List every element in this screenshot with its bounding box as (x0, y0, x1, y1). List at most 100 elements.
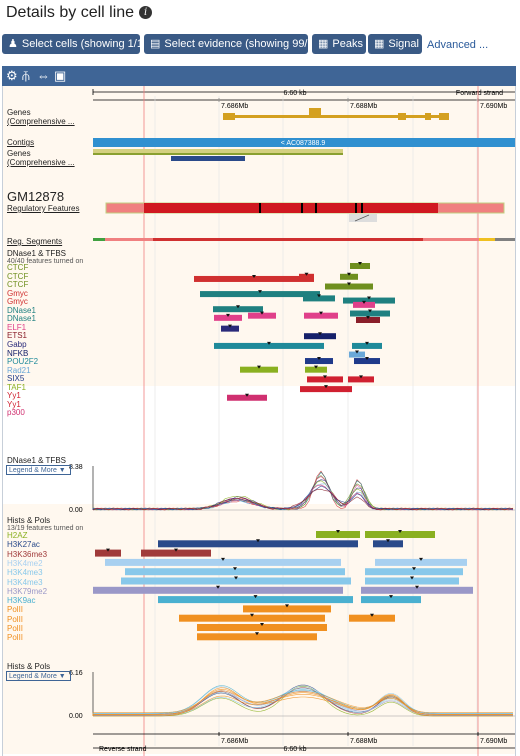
genome-track-canvas[interactable]: 6.60 kb Forward strand 7.686Mb 7.688Mb 7.690… (3, 86, 515, 756)
signal-button[interactable]: ▦ Signal (368, 34, 422, 54)
tfbs-label-elf1: ELF1 (7, 322, 27, 332)
gene-transcript-2 (93, 153, 343, 155)
select-cells-button[interactable]: ♟ Select cells (showing 1/18) (2, 34, 153, 54)
genes-top-label-1: Genes (7, 108, 31, 117)
peaks-icon: ▦ (318, 38, 329, 50)
hist-peak (365, 531, 435, 538)
hist-peak (158, 596, 353, 604)
tfbs-peak (307, 376, 343, 383)
tfbs-peak (353, 301, 375, 308)
dnase-signal-line (92, 475, 514, 511)
hist-label-h3k36me3: H3K36me3 (7, 549, 48, 559)
peak-summit-marker (365, 341, 369, 345)
hist-label-polii: PolII (7, 614, 24, 624)
peak-summit-marker (245, 393, 249, 397)
tfbs-label-taf1: TAF1 (7, 382, 26, 392)
peak-summit-marker (336, 530, 340, 533)
peak-summit-marker (389, 595, 393, 599)
info-icon[interactable]: i (139, 6, 153, 19)
tfbs-peak (350, 263, 370, 269)
hist-peak (349, 614, 395, 622)
hist-peak (197, 624, 327, 631)
hist-peak (121, 577, 351, 585)
tfbs-label-dnase1: DNase1 (7, 305, 36, 315)
hist-label-h3k9ac: H3K9ac (7, 596, 36, 606)
resize-icon[interactable]: ⇔ (37, 68, 50, 83)
genes-mid-label-2[interactable]: (Comprehensive ... (7, 158, 75, 167)
select-evidence-button[interactable]: ▤ Select evidence (showing 99/99) (144, 34, 323, 54)
page-title-text: Details by cell line (6, 4, 135, 21)
dnase-signal-line (92, 483, 514, 511)
peak-summit-marker (323, 375, 327, 379)
hist-signal-line (92, 692, 513, 716)
hist-label-h3k4me2: H3K4me2 (7, 558, 43, 568)
hist-peak (141, 549, 211, 557)
tfbs-peak (227, 394, 267, 401)
select-evidence-label: Select evidence (showing 99/99) (164, 38, 324, 50)
hist-label-polii: PolII (7, 605, 24, 615)
gene-transcript-3 (171, 156, 245, 161)
tfbs-peak (300, 386, 352, 393)
reg-segments-label[interactable]: Reg. Segments (7, 237, 63, 246)
tfbs-peak (305, 366, 327, 373)
peak-summit-marker (314, 365, 318, 369)
legend-more-button-2[interactable]: Legend & More ▼ (6, 671, 71, 681)
image-toolbar: ⚙ ⫚ ⇔ ▣ (2, 66, 516, 86)
peak-summit-marker (236, 305, 240, 309)
peak-summit-marker (233, 567, 237, 571)
genes-top-label-2[interactable]: (Comprehensive ... (7, 117, 75, 126)
hist-peak (95, 549, 121, 557)
hist-peak (93, 586, 343, 594)
tfbs-peak (200, 291, 320, 298)
peak-summit-marker (317, 357, 321, 361)
peak-summit-marker (250, 613, 254, 617)
building-icon: ▤ (150, 38, 161, 50)
tfbs-label-ets1: ETS1 (7, 331, 28, 341)
peak-summit-marker (359, 375, 363, 379)
reg-segment (423, 238, 479, 241)
peak-summit-marker (285, 604, 289, 608)
tfbs-label-p300: p300 (7, 408, 25, 418)
tfbs-peak (325, 283, 373, 290)
dnase-signal-title: DNase1 & TFBS (7, 456, 66, 465)
ruler-bottom-tick-label-2: 7.690Mb (480, 738, 507, 745)
peak-summit-marker (366, 316, 370, 319)
peak-summit-marker (410, 576, 414, 580)
hist-peak (361, 596, 421, 604)
peak-summit-marker (255, 632, 259, 636)
peak-summit-marker (256, 539, 260, 543)
image-export-icon[interactable]: ▣ (54, 68, 67, 83)
share-icon[interactable]: ⫚ (22, 68, 30, 83)
legend-more-button-1[interactable]: Legend & More ▼ (6, 465, 71, 475)
hist-peak (125, 568, 345, 576)
person-icon: ♟ (8, 38, 18, 50)
dnase-signal-line (92, 488, 514, 511)
gear-icon[interactable]: ⚙ (6, 68, 18, 83)
tfbs-label-pou2f2: POU2F2 (7, 357, 39, 367)
peaks-button[interactable]: ▦ Peaks (312, 34, 366, 54)
reg-segment (105, 238, 153, 241)
tfbs-peak (221, 325, 239, 332)
hist-peak (361, 586, 473, 594)
tfbs-label-ctcf: CTCF (7, 280, 29, 290)
peak-summit-marker (317, 294, 321, 298)
peak-summit-marker (258, 290, 262, 294)
peak-summit-marker (228, 324, 232, 328)
hist-signal-line (93, 685, 513, 717)
regulatory-features-label[interactable]: Regulatory Features (7, 204, 80, 213)
hist-label-polii: PolII (7, 624, 24, 633)
regulatory-motif (361, 203, 363, 213)
dnase-signal-line (92, 470, 514, 511)
tfbs-peak (194, 275, 314, 282)
peak-summit-marker (347, 282, 351, 286)
tfbs-label-ctcf: CTCF (7, 263, 29, 272)
hist-label-h3k79me2: H3K79me2 (7, 586, 48, 596)
peak-summit-marker (252, 274, 256, 278)
tfbs-peak (214, 342, 324, 349)
peak-summit-marker (367, 296, 371, 300)
tfbs-peak (340, 273, 358, 280)
contigs-label[interactable]: Contigs (7, 138, 35, 147)
select-cells-label: Select cells (showing 1/18) (21, 38, 153, 50)
ruler-bottom-tick-label-0: 7.686Mb (221, 738, 248, 745)
advanced-link[interactable]: Advanced ... (427, 39, 489, 51)
